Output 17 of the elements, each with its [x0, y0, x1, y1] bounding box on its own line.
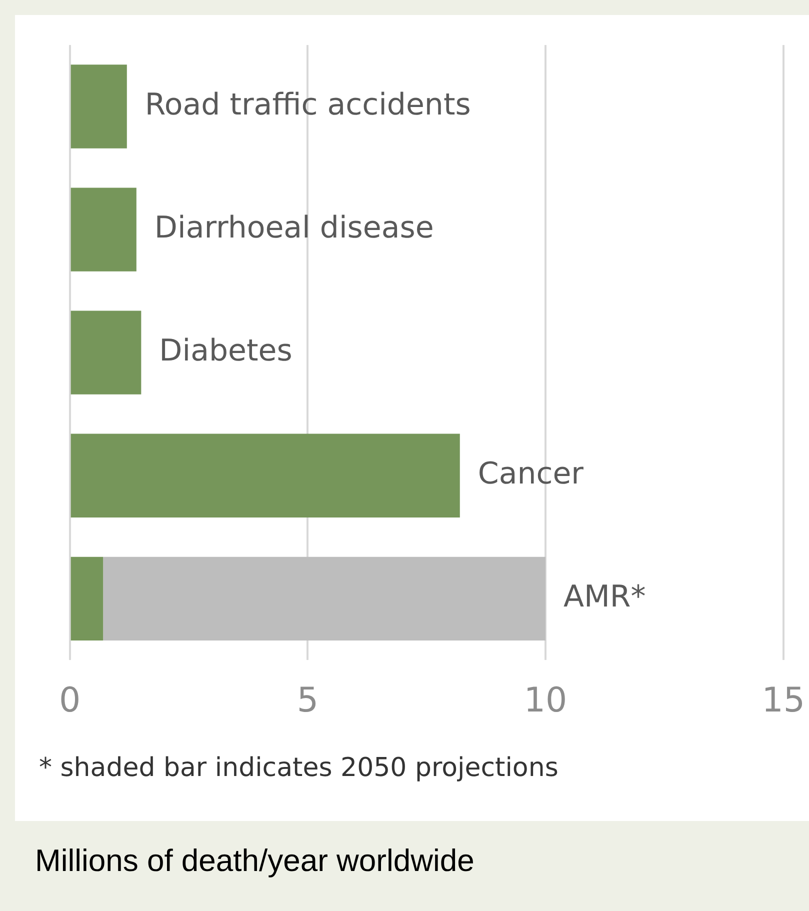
y-tick-label: Diabetes [159, 333, 292, 368]
bar [103, 556, 546, 641]
bar [70, 434, 460, 518]
bar [70, 64, 127, 148]
y-tick-label: AMR* [564, 579, 646, 614]
x-tick-label: 10 [524, 680, 568, 720]
bar [70, 310, 142, 394]
x-tick-label: 5 [296, 680, 318, 720]
x-tick-label: 15 [762, 680, 805, 720]
y-tick-label: Diarrhoeal disease [154, 210, 434, 246]
text: * shaded bar indicates 2050 projections [39, 753, 558, 783]
x-axis-title: Millions of death/year worldwide [35, 843, 476, 879]
y-tick-label: Road traffic accidents [144, 87, 471, 122]
bar [70, 188, 136, 272]
x-tick-label: 0 [58, 680, 81, 720]
y-tick-label: Cancer [478, 456, 584, 492]
bar [70, 556, 104, 641]
